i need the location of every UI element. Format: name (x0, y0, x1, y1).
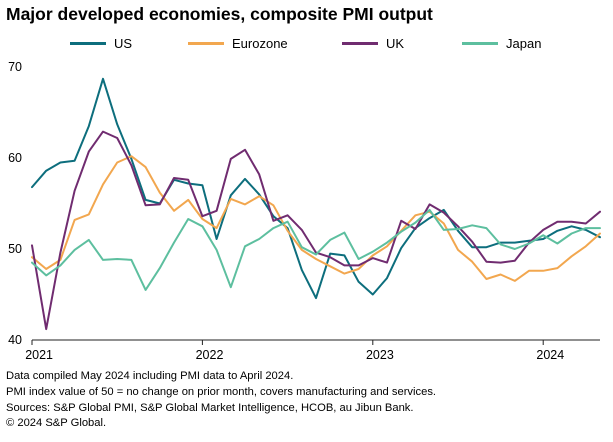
x-tick-label-2022: 2022 (196, 348, 224, 362)
x-tick-label-2021: 2021 (25, 348, 53, 362)
series-line-japan (31, 208, 601, 291)
footnotes: Data compiled May 2024 including PMI dat… (6, 369, 436, 432)
legend-item-uk: UK (342, 36, 404, 51)
y-tick-label-40: 40 (8, 333, 22, 347)
footnote-copyright: © 2024 S&P Global. (6, 417, 107, 430)
chart-legend: US Eurozone UK Japan (0, 36, 613, 56)
x-tick-label-2024: 2024 (536, 348, 564, 362)
legend-label-us: US (114, 36, 133, 51)
series-line-eurozone (31, 155, 601, 282)
footnote-pmi-definition: PMI index value of 50 = no change on pri… (6, 385, 437, 398)
legend-item-japan: Japan (462, 36, 541, 51)
x-tick-label-2023: 2023 (366, 348, 394, 362)
y-tick-label-70: 70 (8, 60, 22, 74)
legend-item-eurozone: Eurozone (188, 36, 288, 51)
legend-swatch-eurozone (188, 42, 224, 45)
footnote-sources: Sources: S&P Global PMI, S&P Global Mark… (6, 401, 414, 414)
legend-item-us: US (70, 36, 132, 51)
legend-swatch-uk (342, 42, 378, 45)
series-line-us (31, 77, 601, 300)
legend-label-eurozone: Eurozone (232, 36, 288, 51)
y-tick-label-50: 50 (8, 242, 22, 256)
legend-swatch-us (70, 42, 106, 45)
y-tick-label-60: 60 (8, 151, 22, 165)
legend-label-japan: Japan (506, 36, 542, 51)
chart-title: Major developed economies, composite PMI… (6, 4, 433, 24)
footnote-data-compiled: Data compiled May 2024 including PMI dat… (6, 370, 294, 382)
legend-label-uk: UK (386, 36, 405, 51)
series-line-uk (31, 130, 601, 331)
legend-swatch-japan (462, 42, 498, 45)
